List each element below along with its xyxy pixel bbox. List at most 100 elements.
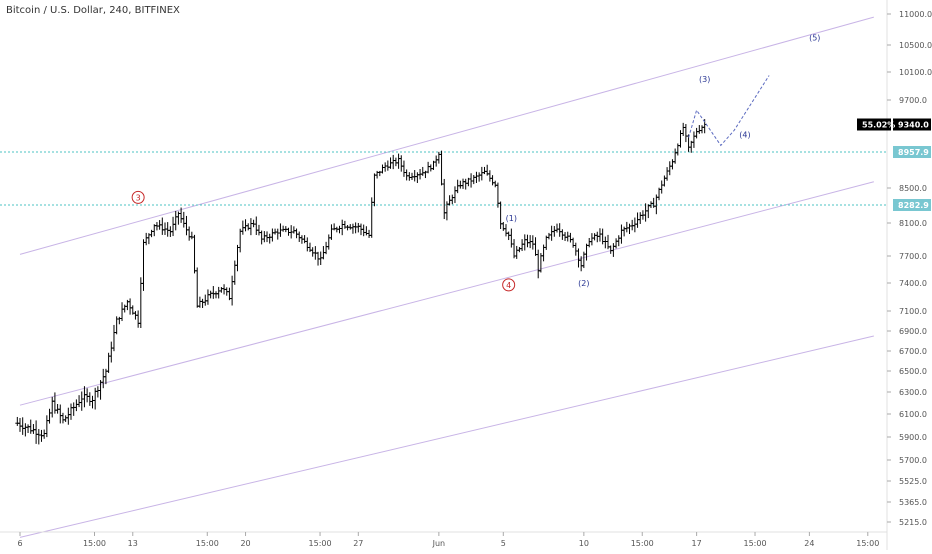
candle [31, 424, 36, 434]
candle [149, 229, 154, 238]
candle [90, 395, 95, 409]
candle [452, 186, 457, 203]
projection-path [688, 75, 770, 147]
candle [474, 171, 479, 184]
candle [259, 230, 264, 245]
candle [246, 223, 251, 231]
candle [670, 159, 675, 170]
candle [270, 228, 275, 242]
wave-label: (5) [809, 34, 820, 43]
candle [667, 161, 672, 176]
candle [592, 233, 597, 241]
candle [197, 296, 202, 308]
y-tick-label: 5365.0 [899, 498, 927, 507]
candle [455, 179, 460, 194]
candle [503, 224, 508, 237]
x-tick-label: 6 [17, 539, 22, 548]
price-badge [893, 146, 931, 158]
candle [501, 221, 506, 231]
candle [573, 242, 578, 256]
candle [256, 224, 261, 236]
candle [230, 275, 235, 306]
candle [584, 243, 589, 261]
candle [404, 169, 409, 181]
wave-label: 3 [136, 193, 141, 202]
y-tick-label: 11000.0 [899, 10, 932, 19]
candle [436, 151, 441, 164]
y-tick-label: 5900.0 [899, 433, 927, 442]
candle [173, 210, 178, 231]
candle [361, 224, 366, 237]
candle [461, 178, 466, 189]
y-tick-label: 7700.0 [899, 252, 927, 261]
candle [85, 388, 90, 403]
candle [203, 294, 208, 306]
x-tick-label: 20 [240, 539, 250, 548]
x-tick-label: 24 [804, 539, 814, 548]
wave-circle-3 [131, 190, 145, 204]
candle [63, 415, 68, 422]
candle [372, 173, 377, 207]
candle [181, 211, 186, 228]
candle [350, 223, 355, 234]
candle [533, 237, 538, 256]
candle [589, 233, 594, 246]
candle [522, 234, 527, 251]
candle [23, 423, 28, 437]
candle [622, 226, 627, 237]
y-tick-label: 7400.0 [899, 279, 927, 288]
candle [111, 324, 116, 352]
price-axis: 11000.0 10500.0 10100.0 9700.0 8500.0 8100.0 7… [857, 0, 932, 550]
candle [426, 161, 431, 174]
candle [396, 153, 401, 169]
wave-projection [688, 75, 770, 147]
candle [576, 248, 581, 268]
candle [98, 380, 103, 400]
candle [329, 224, 334, 240]
candle [415, 172, 420, 183]
candle [28, 419, 33, 434]
candle [82, 386, 87, 408]
candle [297, 231, 302, 242]
y-tick-label: 5525.0 [899, 477, 927, 486]
candle [699, 125, 704, 134]
candle [407, 172, 412, 181]
candle [495, 182, 500, 208]
wave-label: (3) [699, 75, 710, 84]
candle [490, 175, 495, 186]
candle [517, 247, 522, 253]
candle [514, 245, 519, 259]
candle [248, 218, 253, 236]
candle [638, 212, 643, 224]
candle [477, 172, 482, 182]
candle [136, 310, 141, 328]
candle [332, 223, 337, 231]
candle [568, 232, 573, 243]
y-tick-label: 8100.0 [899, 219, 927, 228]
candle [294, 228, 299, 239]
candle [42, 429, 47, 439]
candle [691, 131, 696, 148]
x-tick-label: 15:00 [856, 539, 879, 548]
candle [18, 417, 22, 432]
candle [219, 287, 224, 293]
candle [552, 226, 557, 237]
candle [200, 298, 205, 308]
price-badge-label: 8957.9 [898, 148, 929, 157]
candle [546, 232, 551, 240]
candle [353, 222, 358, 234]
wave-label: (1) [506, 214, 517, 223]
candle [144, 232, 149, 246]
x-tick-label: 15:00 [309, 539, 332, 548]
candle [26, 424, 31, 434]
candle [79, 391, 84, 411]
candle [71, 402, 76, 416]
candle [608, 245, 613, 254]
candle [189, 231, 194, 240]
wave-labels: 3 4 (1) (2) (3) (4) (5) [131, 34, 820, 292]
candle [603, 236, 608, 249]
price-badge [893, 118, 931, 131]
candle [87, 392, 92, 406]
wave-label: 4 [506, 281, 511, 290]
candle [549, 225, 554, 241]
